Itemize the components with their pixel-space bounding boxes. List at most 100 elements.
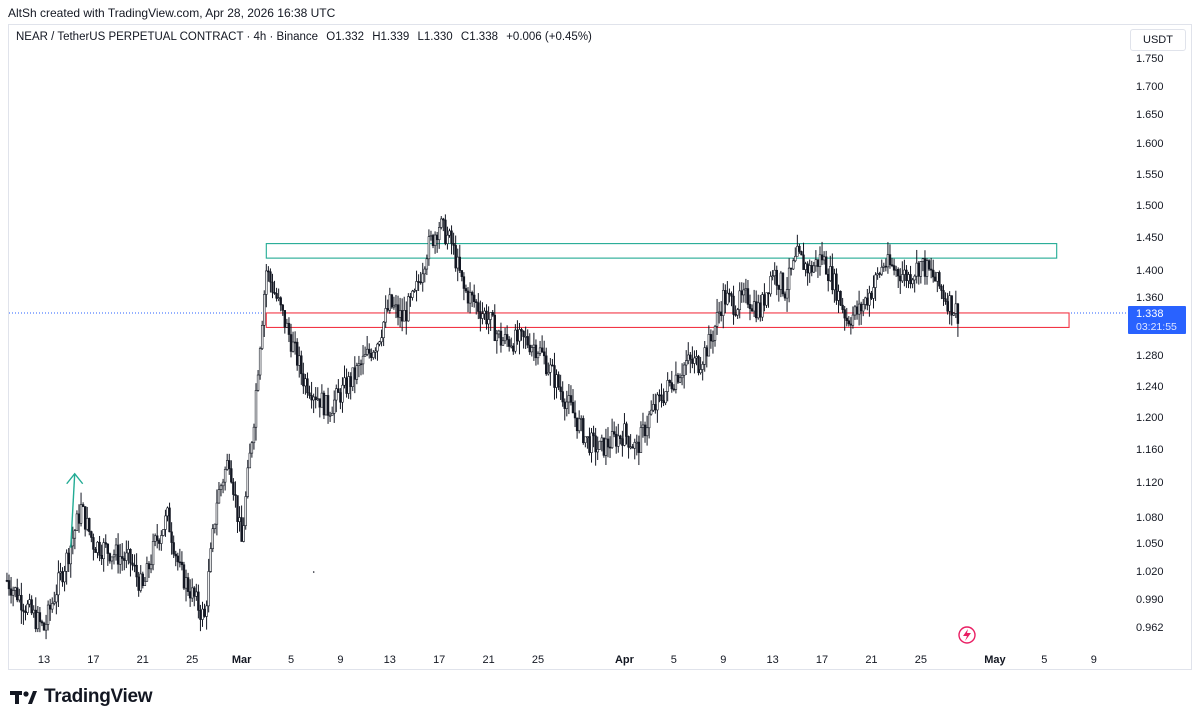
candle xyxy=(254,383,258,441)
ohlc-open: O1.332 xyxy=(326,31,365,43)
candle xyxy=(92,533,95,561)
candle xyxy=(569,385,573,406)
x-tick-label: 17 xyxy=(816,654,828,666)
candle xyxy=(53,591,56,606)
candle xyxy=(798,243,801,254)
candle xyxy=(575,417,579,439)
candle xyxy=(337,379,340,393)
candle xyxy=(911,277,914,289)
candle xyxy=(862,298,865,317)
candle xyxy=(353,356,357,394)
candle xyxy=(542,340,546,365)
lightning-icon[interactable] xyxy=(958,626,976,644)
candle xyxy=(724,284,727,314)
candle xyxy=(223,466,227,491)
symbol-title[interactable]: NEAR / TetherUS PERPETUAL CONTRACT · 4h … xyxy=(16,31,319,43)
candle xyxy=(693,350,696,374)
candle xyxy=(890,258,894,268)
candle xyxy=(699,356,702,375)
candle xyxy=(553,352,556,400)
y-tick-label: 1.400 xyxy=(1136,265,1164,277)
candle xyxy=(63,565,66,592)
x-tick-label: 21 xyxy=(137,654,149,666)
candle xyxy=(195,583,198,601)
up-arrow-icon[interactable] xyxy=(66,472,84,548)
candle xyxy=(361,345,365,375)
candle xyxy=(335,384,338,413)
candle xyxy=(306,372,309,399)
candle xyxy=(855,300,859,320)
candle xyxy=(129,548,132,577)
x-tick-label: 13 xyxy=(38,654,50,666)
candle xyxy=(870,290,873,301)
candle xyxy=(678,373,682,384)
candle xyxy=(42,621,46,631)
tradingview-logo-icon xyxy=(10,691,37,704)
resistance-zone[interactable] xyxy=(265,243,1058,259)
candle xyxy=(250,441,254,458)
candle xyxy=(285,318,289,328)
candle xyxy=(240,505,243,542)
candle xyxy=(121,543,124,571)
brand-name: TradingView xyxy=(44,686,153,707)
candle xyxy=(662,388,665,407)
candle xyxy=(472,284,476,308)
support-zone[interactable] xyxy=(265,312,1070,329)
candle xyxy=(166,506,169,522)
candle xyxy=(715,298,719,335)
candle xyxy=(466,287,470,313)
x-tick-label: 5 xyxy=(671,654,677,666)
candle xyxy=(304,373,307,395)
candle xyxy=(267,266,270,282)
candle xyxy=(106,543,110,566)
y-tick-label: 1.120 xyxy=(1136,477,1164,489)
candle xyxy=(580,415,583,432)
candle xyxy=(396,295,400,326)
ohlc-change: +0.006 (+0.45%) xyxy=(506,31,592,43)
candle xyxy=(670,370,673,393)
candle xyxy=(376,342,379,361)
candle xyxy=(818,246,822,276)
candle xyxy=(110,556,114,570)
candle xyxy=(347,371,350,399)
candle xyxy=(829,255,832,282)
tradingview-logo[interactable]: TradingView xyxy=(10,686,153,708)
marker-dot xyxy=(312,571,315,573)
candle xyxy=(182,561,186,590)
candle xyxy=(757,294,760,320)
candle xyxy=(454,235,457,272)
x-tick-label: 21 xyxy=(482,654,494,666)
currency-button[interactable]: USDT xyxy=(1130,29,1186,51)
candle xyxy=(674,361,678,394)
candle xyxy=(415,270,418,302)
candle xyxy=(806,261,809,286)
candle xyxy=(345,368,348,398)
candle xyxy=(398,297,402,328)
candle xyxy=(193,586,196,607)
candle xyxy=(380,329,383,347)
candle xyxy=(112,549,116,565)
candle xyxy=(617,423,620,453)
y-tick-label: 1.020 xyxy=(1136,566,1164,578)
candle xyxy=(215,489,219,536)
candle xyxy=(944,292,947,305)
candle xyxy=(456,248,459,282)
candle xyxy=(384,295,387,328)
candle xyxy=(207,558,210,613)
candle xyxy=(938,270,941,289)
candle xyxy=(785,277,789,312)
x-tick-label: Apr xyxy=(615,654,635,666)
candle xyxy=(460,270,464,282)
candle xyxy=(820,241,824,266)
candle xyxy=(403,296,406,322)
candle xyxy=(407,293,410,322)
candle xyxy=(425,254,429,276)
candle xyxy=(400,298,404,332)
candle xyxy=(133,554,136,573)
candle xyxy=(162,529,165,537)
candle xyxy=(219,483,223,497)
candle xyxy=(588,427,591,456)
x-tick-label: 25 xyxy=(186,654,198,666)
candle xyxy=(314,387,317,409)
